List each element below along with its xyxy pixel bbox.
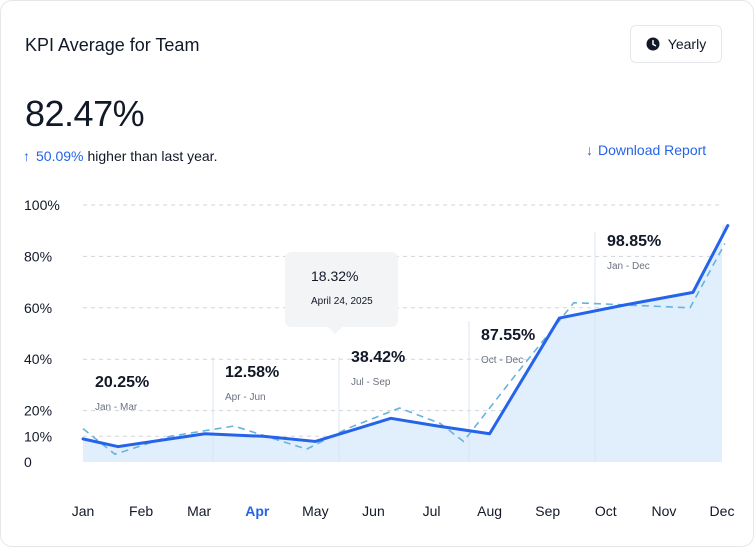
card-title: KPI Average for Team <box>25 35 200 55</box>
x-tick-label: Mar <box>187 503 211 519</box>
series-area-fill <box>83 225 728 462</box>
annotation-period: Oct - Dec <box>481 355 523 366</box>
period-annotation: 87.55% Oct - Dec <box>481 327 535 366</box>
x-tick-label: Aug <box>477 503 502 519</box>
x-tick-label: Jul <box>423 503 441 519</box>
x-tick-label: May <box>302 503 328 519</box>
download-report-label: Download Report <box>598 142 707 158</box>
annotation-value: 98.85% <box>607 233 661 250</box>
annotation-period: Jul - Sep <box>351 377 391 388</box>
annotation-value: 12.58% <box>225 364 279 381</box>
tooltip-value: 18.32% <box>311 268 358 284</box>
x-tick-label: Jan <box>72 503 95 519</box>
tooltip-date: April 24, 2025 <box>311 296 373 307</box>
y-tick-label: 40% <box>24 351 52 367</box>
period-annotation: 20.25% Jan - Mar <box>95 374 149 413</box>
period-annotation: 12.58% Apr - Jun <box>225 364 279 403</box>
hover-tooltip: 18.32% April 24, 2025 <box>285 252 398 334</box>
annotation-period: Apr - Jun <box>225 392 266 403</box>
series-line-dashed <box>82 243 726 456</box>
y-tick-label: 100% <box>24 197 60 213</box>
arrow-down-icon: ↓ <box>586 142 593 158</box>
y-tick-label: 20% <box>24 403 52 419</box>
annotation-period: Jan - Mar <box>95 402 138 413</box>
kpi-average-value: 82.47% <box>25 93 145 134</box>
y-tick-label: 80% <box>24 248 52 264</box>
annotation-value: 38.42% <box>351 349 405 366</box>
x-tick-label: Jun <box>362 503 385 519</box>
x-tick-label: Apr <box>245 503 270 519</box>
series-line-solid <box>81 224 730 449</box>
arrow-up-icon: ↑ <box>23 148 30 164</box>
x-tick-label: Sep <box>535 503 560 519</box>
y-tick-label: 60% <box>24 300 52 316</box>
annotation-period: Jan - Dec <box>607 261 650 272</box>
y-tick-label: 0 <box>24 454 32 470</box>
x-tick-label: Feb <box>129 503 153 519</box>
period-annotation: 98.85% Jan - Dec <box>607 233 661 272</box>
tooltip-box <box>285 252 398 334</box>
clock-icon <box>646 37 660 51</box>
delta-text: higher than last year. <box>87 148 218 164</box>
annotation-value: 87.55% <box>481 327 535 344</box>
x-tick-label: Oct <box>595 503 617 519</box>
period-yearly-button[interactable]: Yearly <box>630 25 722 63</box>
x-tick-label: Nov <box>651 503 676 519</box>
delta-value: 50.09% <box>36 148 84 164</box>
x-tick-label: Dec <box>710 503 735 519</box>
period-annotation: 38.42% Jul - Sep <box>351 349 405 388</box>
y-tick-label: 10% <box>24 428 52 444</box>
annotation-value: 20.25% <box>95 374 149 391</box>
period-button-label: Yearly <box>667 36 707 52</box>
download-report-link[interactable]: ↓ Download Report <box>586 142 706 158</box>
delta-summary: ↑ 50.09% higher than last year. <box>23 148 217 164</box>
